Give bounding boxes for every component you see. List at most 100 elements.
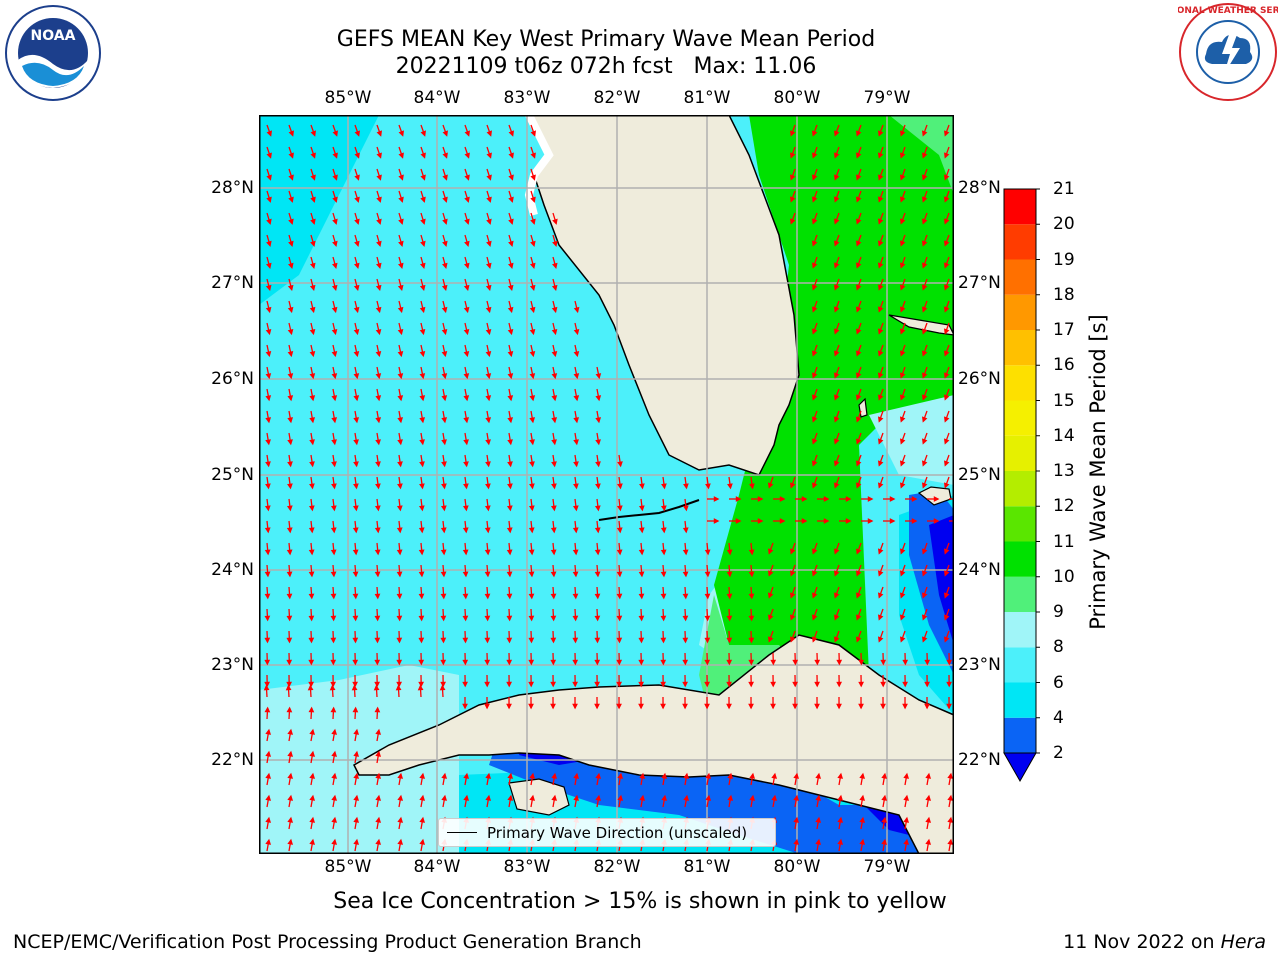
wave-arrow-head xyxy=(352,681,359,688)
wave-arrow-head xyxy=(594,637,601,644)
wave-arrow-head xyxy=(441,417,448,424)
wave-arrow-head xyxy=(507,373,514,380)
wave-arrow-head xyxy=(375,439,381,446)
wave-arrow-head xyxy=(779,518,786,524)
footer-date: 11 Nov 2022 on Hera xyxy=(1063,931,1266,953)
wave-arrow-head xyxy=(266,152,272,159)
wave-arrow-head xyxy=(855,262,862,269)
wave-arrow-head xyxy=(811,174,818,181)
wave-arrow-head xyxy=(823,496,830,502)
wave-arrow-head xyxy=(374,659,381,666)
wave-arrow-head xyxy=(463,794,470,801)
wave-arrow-head xyxy=(550,593,557,600)
wave-arrow-head xyxy=(749,772,756,779)
wave-arrow-head xyxy=(463,284,470,292)
wave-arrow-head xyxy=(420,262,426,269)
title-line-1: GEFS MEAN Key West Primary Wave Mean Per… xyxy=(336,27,876,52)
wave-arrow-head xyxy=(845,518,852,524)
wave-arrow-head xyxy=(441,306,448,314)
colorbar-level-4-6 xyxy=(1004,682,1036,718)
lat-tick-left: 28°N xyxy=(211,178,254,198)
wave-arrow-head xyxy=(880,659,887,666)
wave-arrow-head xyxy=(308,593,315,600)
wave-arrow-head xyxy=(309,794,316,801)
wave-arrow-head xyxy=(595,483,601,490)
wave-arrow-head xyxy=(877,284,884,291)
wave-arrow-head xyxy=(462,637,469,644)
wave-arrow-head xyxy=(801,496,808,502)
wave-arrow-head xyxy=(530,152,536,159)
wave-arrow-head xyxy=(354,152,360,159)
wave-arrow-head xyxy=(309,351,316,358)
wave-arrow-head xyxy=(463,328,470,336)
wave-arrow-head xyxy=(943,218,950,225)
wave-arrow-head xyxy=(833,218,840,225)
wave-arrow-head xyxy=(506,703,512,710)
wave-arrow-head xyxy=(833,570,840,577)
wave-arrow-head xyxy=(550,571,557,578)
wave-arrow-head xyxy=(397,816,404,823)
wave-arrow-head xyxy=(418,681,425,688)
wave-arrow-head xyxy=(462,571,469,578)
wave-arrow-head xyxy=(288,262,294,269)
wave-arrow-head xyxy=(419,772,426,779)
wave-arrow-head xyxy=(287,750,294,757)
wave-arrow-head xyxy=(375,351,382,358)
wave-arrow-head xyxy=(441,483,447,490)
wave-arrow-head xyxy=(418,615,425,622)
wave-arrow-head xyxy=(484,571,491,578)
wave-arrow-head xyxy=(286,706,293,713)
wave-arrow-head xyxy=(420,218,426,225)
wave-arrow-head xyxy=(855,416,862,423)
colorbar-tick: 11 xyxy=(1053,531,1075,552)
wave-arrow-head xyxy=(789,482,796,489)
lon-tick-top: 83°W xyxy=(503,88,551,108)
legend-label: Primary Wave Direction (unscaled) xyxy=(487,823,748,842)
wave-arrow-head xyxy=(889,496,896,502)
wave-arrow-head xyxy=(352,706,359,713)
wave-arrow-head xyxy=(814,703,820,710)
wave-arrow-head xyxy=(616,615,623,622)
wave-arrow-head xyxy=(899,570,906,577)
wave-arrow-head xyxy=(396,615,403,622)
wave-arrow-head xyxy=(899,350,906,357)
wave-arrow-head xyxy=(331,772,338,779)
wave-arrow-head xyxy=(902,659,909,666)
wave-arrow-head xyxy=(855,240,862,247)
wave-arrow-head xyxy=(441,439,447,446)
wave-arrow-head xyxy=(398,130,404,137)
wave-arrow-head xyxy=(933,496,940,502)
wave-arrow-head xyxy=(287,351,294,358)
wave-arrow-head xyxy=(899,372,906,379)
lat-tick-left: 27°N xyxy=(211,273,254,293)
wave-arrow-head xyxy=(855,438,862,445)
wave-arrow-head xyxy=(464,174,470,181)
wave-arrow-head xyxy=(265,816,272,823)
wave-arrow-head xyxy=(396,593,403,600)
wave-arrow-head xyxy=(594,505,601,512)
wave-arrow-head xyxy=(397,794,404,801)
wave-arrow-head xyxy=(748,593,755,600)
wave-arrow-head xyxy=(442,262,448,269)
wave-arrow-head xyxy=(792,659,799,666)
wave-arrow-head xyxy=(595,772,602,779)
wave-arrow-head xyxy=(943,438,950,445)
colorbar-tick: 20 xyxy=(1053,214,1075,235)
wave-arrow-head xyxy=(877,482,884,489)
wave-arrow-head xyxy=(264,505,271,512)
wave-arrow-head xyxy=(354,196,360,203)
wave-arrow-head xyxy=(529,461,535,468)
contour-ne-9-10 xyxy=(889,115,954,195)
wave-arrow-head xyxy=(859,816,866,823)
wave-arrow-head xyxy=(551,373,558,380)
wave-arrow-head xyxy=(419,794,426,801)
wave-arrow-head xyxy=(484,637,491,644)
land-florida-gap xyxy=(524,115,554,216)
wave-arrow-head xyxy=(418,571,425,578)
colorbar-tick: 6 xyxy=(1053,672,1064,693)
wave-arrow-head xyxy=(484,681,491,688)
lon-tick-top: 79°W xyxy=(863,88,911,108)
wave-arrow-head xyxy=(464,130,470,137)
wave-arrow-head xyxy=(921,438,928,445)
wave-arrow-head xyxy=(801,518,808,524)
